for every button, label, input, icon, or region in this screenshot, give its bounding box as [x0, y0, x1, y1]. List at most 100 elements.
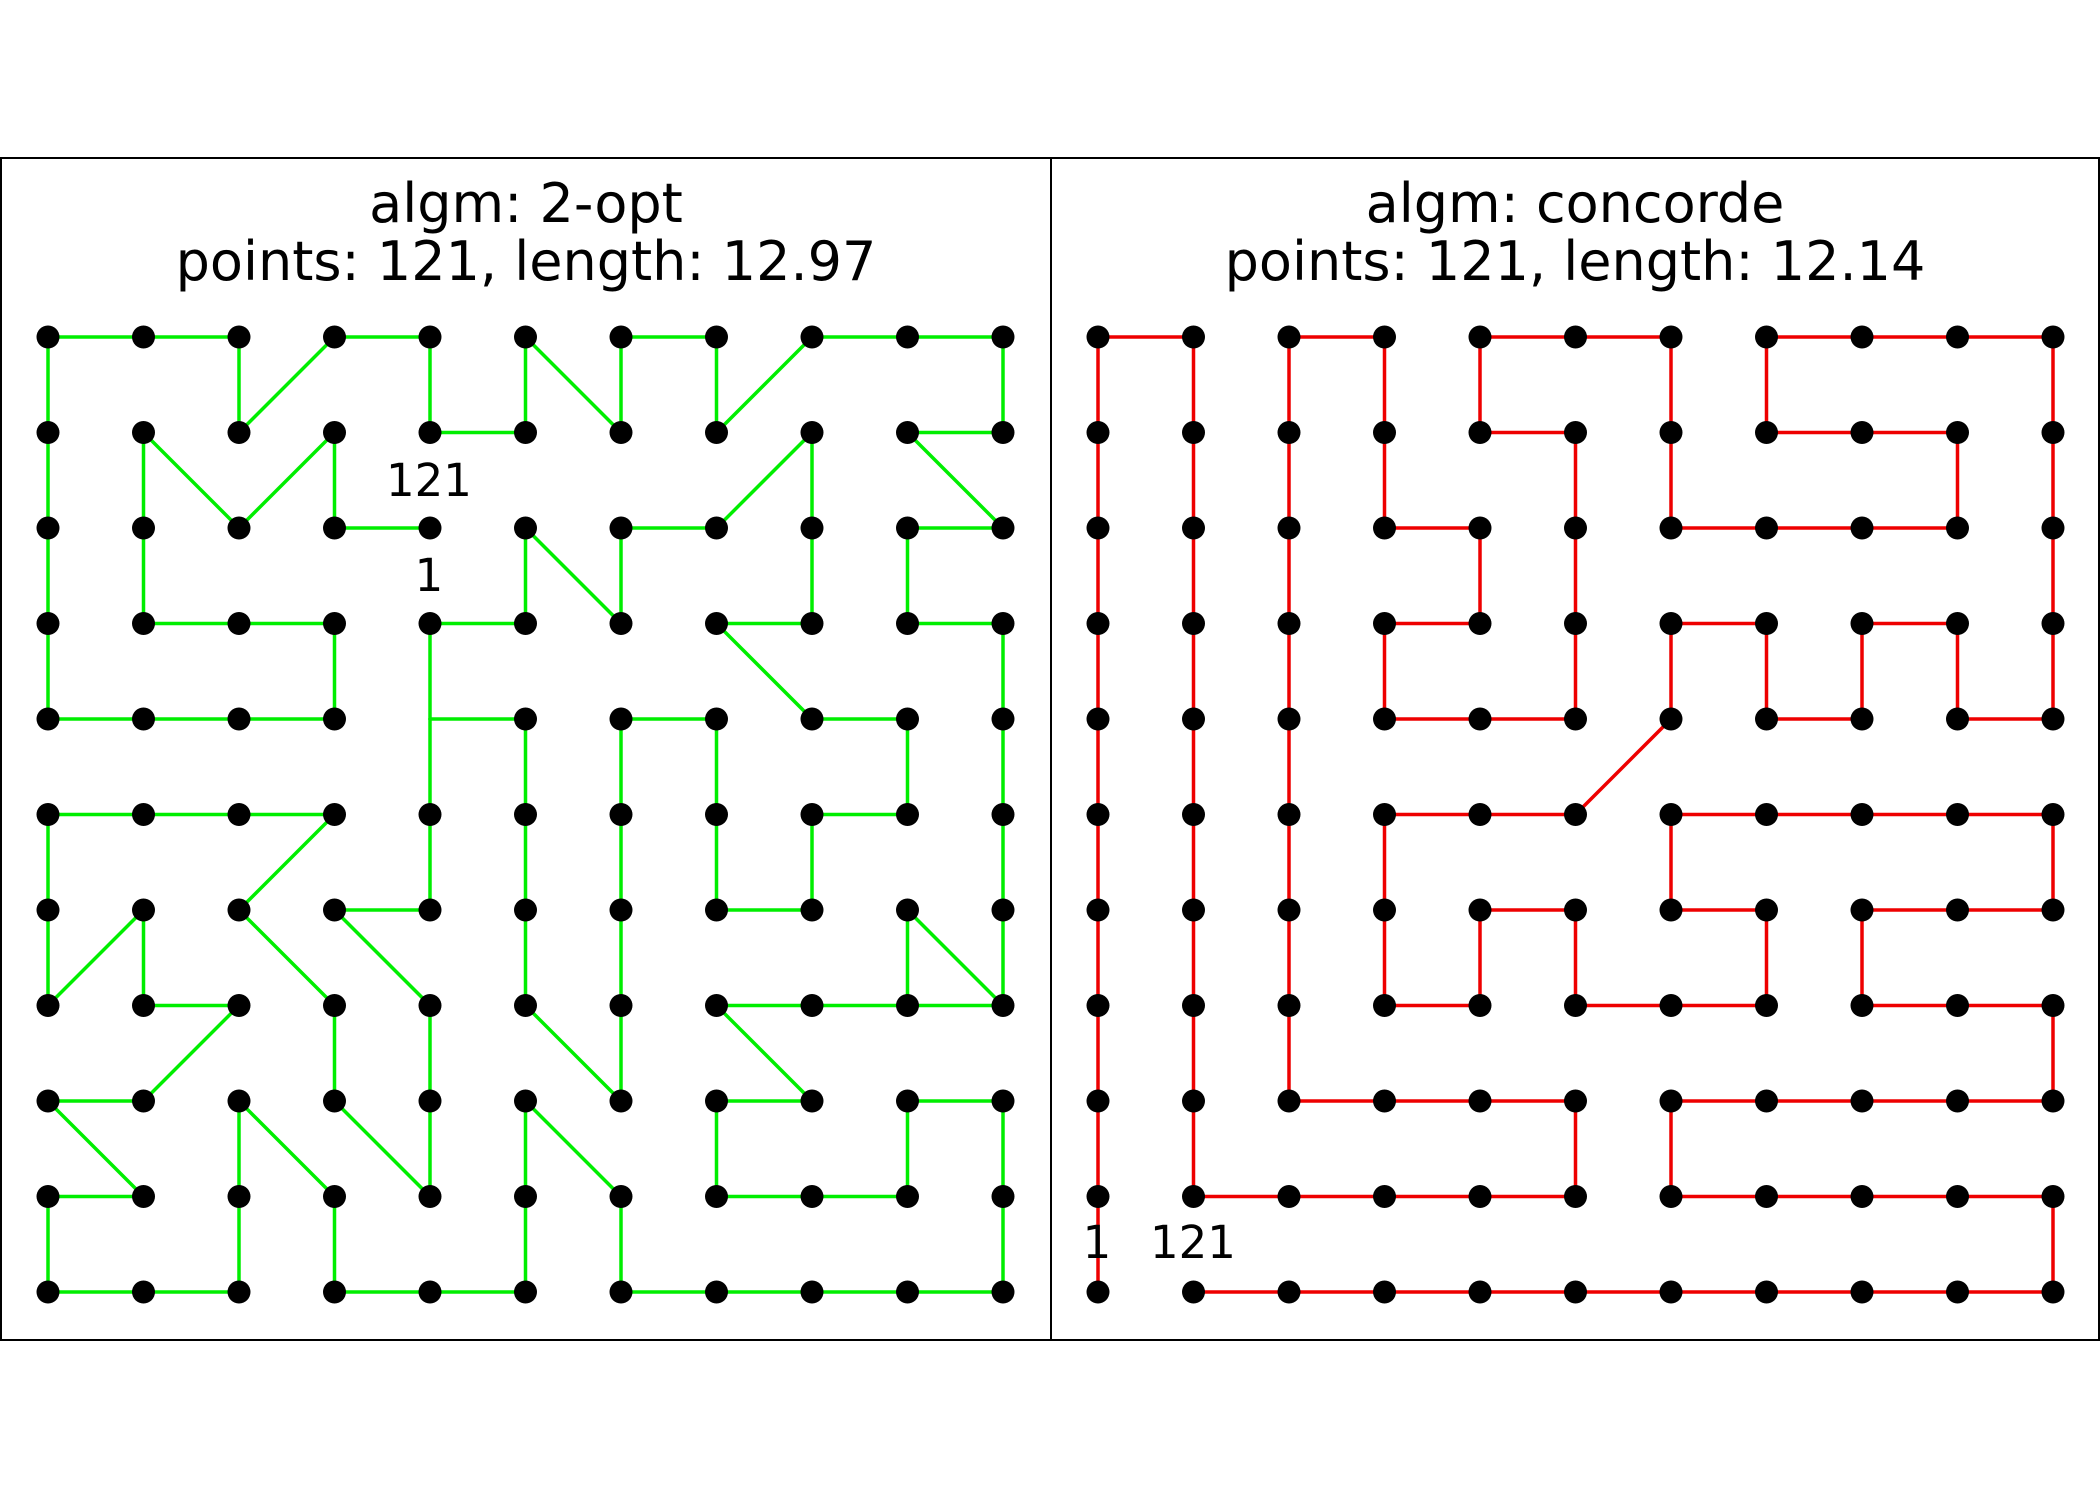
tour-point — [227, 516, 251, 540]
tour-point — [1659, 1280, 1683, 1304]
tour-point — [609, 421, 633, 444]
tour-point — [1086, 803, 1110, 826]
tour-point — [705, 516, 728, 540]
tour-point — [1086, 994, 1110, 1017]
tour-point — [1564, 1185, 1587, 1208]
tour-point — [36, 1089, 60, 1113]
tour-point — [1946, 803, 1969, 826]
tour-point — [1755, 421, 1778, 444]
tour-point — [2041, 803, 2065, 826]
tour-point — [1373, 1280, 1396, 1304]
tour-point — [896, 421, 919, 444]
tour-point — [132, 1280, 155, 1304]
tour-point — [1659, 1089, 1683, 1113]
tour-point — [609, 1185, 633, 1208]
tour-edge — [1573, 717, 1673, 817]
tour-point — [800, 1280, 824, 1304]
tour-edge — [237, 430, 337, 530]
panel-concorde: algm: concorde points: 121, length: 12.1… — [1050, 157, 2100, 1341]
tour-point — [227, 1089, 251, 1113]
tour-point — [609, 325, 633, 349]
tour-point — [1373, 898, 1396, 922]
tour-edge — [237, 908, 337, 1008]
tour-point — [1659, 707, 1683, 731]
tour-point — [418, 803, 442, 826]
tour-point — [2041, 325, 2065, 349]
tour-point — [1850, 707, 1874, 731]
tour-point — [1850, 325, 1874, 349]
tour-point — [800, 1185, 824, 1208]
tour-point — [1277, 516, 1301, 540]
tour-point — [132, 994, 155, 1017]
tour-point — [2041, 898, 2065, 922]
tour-point — [1468, 1089, 1492, 1113]
tour-point — [705, 994, 728, 1017]
tour-point — [36, 1185, 60, 1208]
tour-point — [1564, 1089, 1587, 1113]
tour-point — [1277, 803, 1301, 826]
tour-point — [1564, 898, 1587, 922]
tour-point — [705, 421, 728, 444]
tour-point — [609, 1089, 633, 1113]
tour-point — [1086, 325, 1110, 349]
tour-point — [514, 1280, 537, 1304]
tour-point — [227, 707, 251, 731]
tour-point — [991, 325, 1015, 349]
tour-point — [1182, 516, 1205, 540]
tour-point — [132, 1089, 155, 1113]
tour-point — [800, 421, 824, 444]
tour-point — [991, 421, 1015, 444]
tour-point — [418, 1280, 442, 1304]
tour-edge — [523, 335, 623, 435]
panel-2opt: algm: 2-opt points: 121, length: 12.97 1… — [0, 157, 1052, 1341]
tour-point — [323, 898, 346, 922]
tour-point — [1659, 421, 1683, 444]
tour-point — [705, 707, 728, 731]
tour-edge — [141, 1003, 241, 1103]
tour-point — [1755, 1280, 1778, 1304]
tour-point — [1468, 421, 1492, 444]
tour-point — [1468, 325, 1492, 349]
tour-edge — [237, 335, 337, 435]
tour-point — [323, 1280, 346, 1304]
tour-point — [1564, 516, 1587, 540]
panel-2opt-end-label: 121 — [386, 454, 472, 507]
tour-point — [991, 707, 1015, 731]
tour-point — [2041, 421, 2065, 444]
tour-point — [1373, 707, 1396, 731]
tour-point — [2041, 1185, 2065, 1208]
tour-point — [800, 325, 824, 349]
tour-point — [1182, 898, 1205, 922]
tour-point — [1086, 1089, 1110, 1113]
panel-concorde-tour-edges — [1096, 335, 2055, 1294]
tour-point — [323, 1089, 346, 1113]
tour-point — [1468, 1185, 1492, 1208]
tour-point — [1850, 516, 1874, 540]
tour-edge — [237, 1099, 337, 1199]
tour-point — [132, 325, 155, 349]
tour-point — [1755, 994, 1778, 1017]
tour-point — [323, 1185, 346, 1208]
tour-point — [1850, 1089, 1874, 1113]
tour-point — [1468, 803, 1492, 826]
panel-2opt-points — [36, 325, 1015, 1304]
tour-point — [36, 898, 60, 922]
tour-point — [1373, 1089, 1396, 1113]
tour-point — [609, 707, 633, 731]
tour-edge — [46, 1099, 146, 1199]
tour-point — [896, 803, 919, 826]
tour-point — [1086, 898, 1110, 922]
tour-point — [1755, 1185, 1778, 1208]
tour-point — [1182, 325, 1205, 349]
tour-point — [800, 1089, 824, 1113]
panel-concorde-points — [1086, 325, 2065, 1304]
tour-point — [705, 612, 728, 635]
tour-point — [418, 516, 442, 540]
tour-point — [1755, 612, 1778, 635]
tour-point — [1182, 1185, 1205, 1208]
tour-point — [896, 1089, 919, 1113]
tour-point — [1277, 898, 1301, 922]
tour-point — [1086, 612, 1110, 635]
tour-point — [991, 612, 1015, 635]
panel-concorde-title-line1: algm: concorde — [1366, 172, 1785, 235]
